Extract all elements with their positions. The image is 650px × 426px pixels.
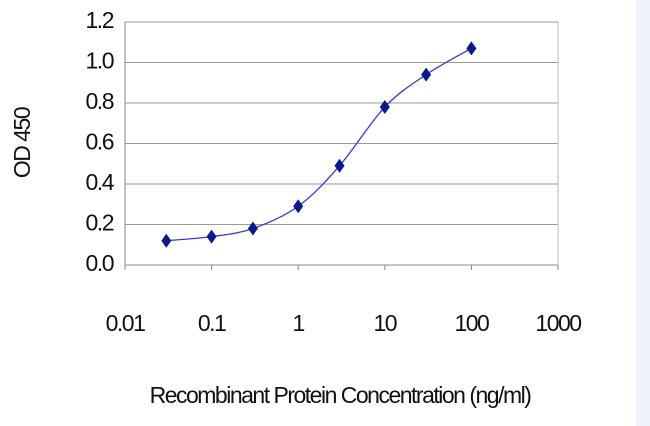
y-tick-label: 0.6 xyxy=(86,129,114,155)
y-tick-label: 0.0 xyxy=(86,250,114,276)
side-strip xyxy=(636,0,650,426)
data-point xyxy=(206,229,217,244)
data-point xyxy=(247,221,258,236)
data-point xyxy=(334,158,345,173)
y-tick-label: 0.2 xyxy=(86,210,114,236)
data-point xyxy=(293,199,304,214)
data-point xyxy=(161,233,172,248)
x-axis-label: Recombinant Protein Concentration (ng/ml… xyxy=(150,382,532,408)
x-tick-label: 0.1 xyxy=(198,310,226,336)
x-tick-label: 1 xyxy=(293,310,305,336)
x-tick-label: 10 xyxy=(374,310,397,336)
y-axis-label: OD 450 xyxy=(9,107,35,178)
data-point xyxy=(379,100,390,115)
y-tick-label: 0.4 xyxy=(86,169,115,195)
x-tick-label: 1000 xyxy=(535,310,581,336)
y-tick-label: 1.0 xyxy=(86,48,114,74)
x-tick-label: 100 xyxy=(454,310,489,336)
y-tick-label: 1.2 xyxy=(86,7,114,33)
y-tick-label: 0.8 xyxy=(86,88,114,114)
data-point xyxy=(466,41,477,56)
x-tick-label: 0.01 xyxy=(106,310,145,336)
data-point xyxy=(421,67,432,82)
